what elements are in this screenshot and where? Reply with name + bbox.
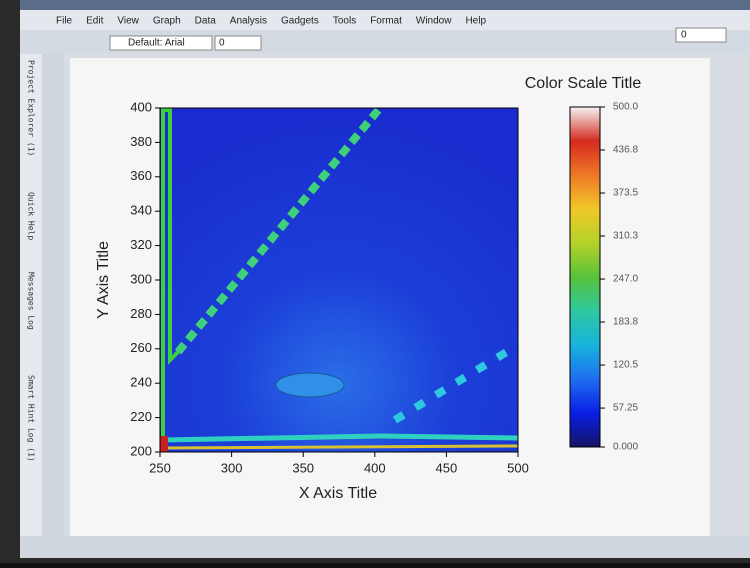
contour-edge <box>162 433 519 443</box>
width-box[interactable] <box>675 27 727 43</box>
contour-field <box>160 108 518 452</box>
y-tick-label: 300 <box>130 271 152 286</box>
side-panel <box>20 54 42 554</box>
x-tick-label: 350 <box>292 460 314 475</box>
menu-item[interactable]: File <box>56 16 73 27</box>
y-axis-title: Y Axis Title <box>95 241 112 319</box>
y-tick-label: 320 <box>130 237 152 252</box>
menu-bar <box>20 10 750 30</box>
bottom-toolbar <box>20 536 750 558</box>
tools-bar <box>42 54 64 554</box>
y-tick-label: 240 <box>130 375 152 390</box>
chart: 250 300 350 400 450 500 200 220 240 260 280 300 320 3… <box>130 99 638 475</box>
contour-edge <box>162 444 519 450</box>
x-tick-label: 500 <box>507 460 529 475</box>
colorbar <box>569 106 601 448</box>
title-bar <box>20 0 750 10</box>
line-width: 0 <box>681 30 687 41</box>
menu-item[interactable]: Tools <box>333 16 356 27</box>
colorbar-tick-label: 57.25 <box>613 403 638 414</box>
contour-edge <box>161 108 180 452</box>
menu-item[interactable]: Help <box>465 16 486 27</box>
menu-item[interactable]: Window <box>416 16 452 27</box>
menu: File Edit View Graph Data Analysis Gadgets Tool… <box>56 16 486 27</box>
colorbar-tick-label: 373.5 <box>613 188 638 199</box>
colorbar-title: Color Scale Title <box>525 75 642 92</box>
side-panels: Project Explorer (1) Quick Help Messages L… <box>27 60 36 462</box>
x-tick-label: 450 <box>436 460 458 475</box>
side-panel-tab[interactable]: Messages Log <box>27 272 36 330</box>
y-tick-label: 380 <box>130 134 152 149</box>
colorbar-tick-label: 500.0 <box>613 102 638 113</box>
font-box[interactable] <box>109 35 213 51</box>
menu-item[interactable]: Data <box>195 16 217 27</box>
x-tick-label: 400 <box>364 460 386 475</box>
colorbar-tick-label: 310.3 <box>613 231 638 242</box>
size-box[interactable] <box>214 35 262 51</box>
side-panel-tab[interactable]: Quick Help <box>27 192 36 240</box>
menu-item[interactable]: Analysis <box>230 16 267 27</box>
colorbar-tick-label: 0.000 <box>613 442 638 453</box>
y-tick-label: 200 <box>130 443 152 458</box>
menu-item[interactable]: Gadgets <box>281 16 319 27</box>
y-tick-label: 360 <box>130 168 152 183</box>
y-tick-label: 220 <box>130 409 152 424</box>
colorbar-tick-label: 183.8 <box>613 317 638 328</box>
x-tick-label: 250 <box>149 460 171 475</box>
x-tick-label: 300 <box>221 460 243 475</box>
menu-item[interactable]: Format <box>370 16 402 27</box>
contour-ridge <box>392 341 521 424</box>
x-axis-title: X Axis Title <box>299 485 377 502</box>
side-panel-tab[interactable]: Smart Hint Log (1) <box>27 375 36 462</box>
menu-item[interactable]: View <box>117 16 139 27</box>
menu-item[interactable]: Graph <box>153 16 181 27</box>
colorbar-tick-label: 247.0 <box>613 274 638 285</box>
contour-ridge <box>174 105 384 355</box>
colorbar-tick-label: 120.5 <box>613 360 638 371</box>
y-tick-label: 280 <box>130 306 152 321</box>
contour-corner <box>160 436 168 452</box>
y-tick-label: 340 <box>130 203 152 218</box>
y-tick-label: 260 <box>130 340 152 355</box>
font-size: 0 <box>219 38 225 49</box>
side-panel-tab[interactable]: Project Explorer (1) <box>27 60 36 156</box>
colorbar-tick-label: 436.8 <box>613 145 638 156</box>
contour-blob <box>275 372 345 398</box>
y-tick-label: 400 <box>130 99 152 114</box>
menu-item[interactable]: Edit <box>86 16 103 27</box>
font-name: Default: Arial <box>128 38 185 49</box>
